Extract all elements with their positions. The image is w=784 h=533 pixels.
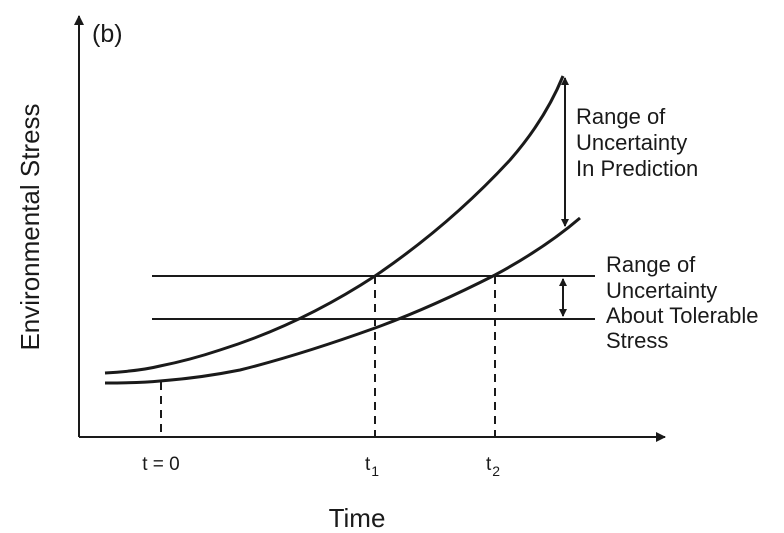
tolerable-range-line-3: About Tolerable [606,303,759,328]
prediction-range-label: Range of Uncertainty In Prediction [576,104,698,181]
prediction-range-line-2: Uncertainty [576,130,687,155]
tick-label-t0: t = 0 [142,454,180,475]
prediction-range-line-3: In Prediction [576,156,698,181]
upper-prediction-curve [104,75,565,375]
tolerable-range-line-1: Range of [606,252,696,277]
tick-label-t1-base: t [365,454,371,475]
tick-label-t1-subscript: 1 [371,463,379,479]
prediction-range-line-1: Range of [576,104,666,129]
y-axis-title: Environmental Stress [15,103,45,350]
panel-label: (b) [92,20,123,48]
tick-label-t2-subscript: 2 [492,463,500,479]
tolerable-range-label: Range of Uncertainty About Tolerable Str… [606,252,765,353]
x-axis-title: Time [329,503,386,533]
tick-label-t2-base: t [486,454,492,475]
tick-label-t1: t1 [365,454,379,479]
lower-prediction-curve [104,216,581,385]
tolerable-range-line-4: Stress [606,328,668,353]
tick-label-t2: t2 [486,454,500,479]
tolerable-range-line-2: Uncertainty [606,278,717,303]
